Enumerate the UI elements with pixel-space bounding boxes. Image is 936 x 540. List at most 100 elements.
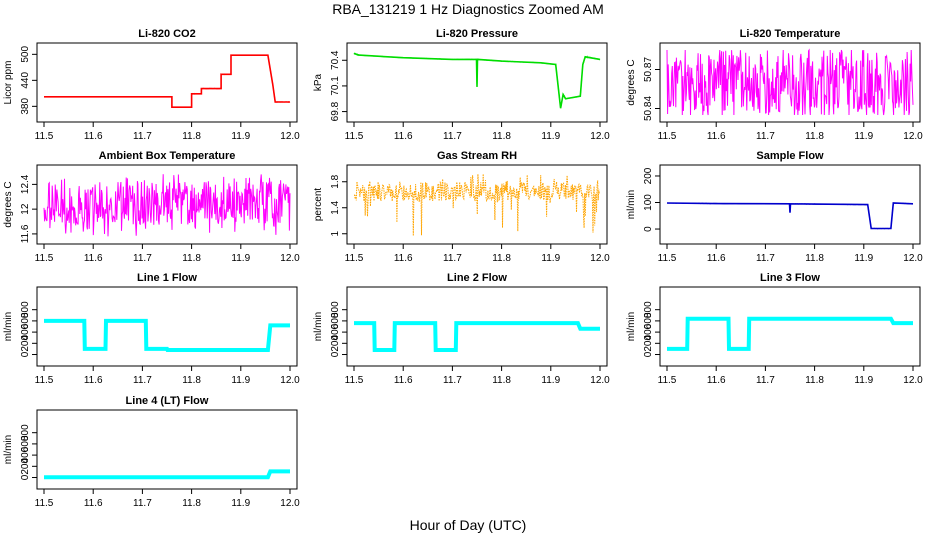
x-tick-label: 11.7 (756, 253, 775, 264)
plot-frame (36, 409, 298, 490)
x-tick-label: 11.5 (658, 131, 677, 142)
x-tick-label: 11.7 (443, 131, 462, 142)
x-tick-label: 11.6 (84, 498, 103, 509)
x-tick-label: 11.8 (805, 131, 824, 142)
x-tick-label: 11.9 (854, 131, 873, 142)
y-axis-label: degrees C (3, 181, 14, 227)
y-tick-label: 1 (330, 231, 341, 237)
y-tick-label: 69.8 (330, 101, 341, 121)
series-line (354, 321, 600, 352)
y-tick-label: 380 (20, 98, 31, 115)
x-tick-label: 11.5 (658, 253, 677, 264)
y-tick-label: 600 (20, 312, 31, 329)
y-tick-label: 0 (643, 351, 654, 357)
chart-title: Li-820 Pressure (436, 28, 518, 40)
series-line (354, 173, 601, 236)
x-tick-label: 12.0 (903, 131, 923, 142)
y-tick-label: 100 (643, 194, 654, 211)
y-tick-label: 800 (20, 424, 31, 441)
x-tick-label: 11.7 (133, 498, 152, 509)
y-axis-label: ml/min (626, 190, 637, 219)
x-tick-label: 12.0 (903, 253, 923, 264)
x-tick-label: 12.0 (590, 253, 610, 264)
x-tick-label: 11.5 (35, 131, 54, 142)
series-noise (666, 202, 914, 230)
x-tick-label: 11.6 (84, 131, 103, 142)
y-axis-label: kPa (313, 73, 324, 91)
x-tick-label: 11.5 (35, 375, 54, 386)
x-tick-label: 11.8 (182, 131, 201, 142)
y-tick-label: 50.84 (643, 96, 654, 121)
x-tick-label: 11.7 (133, 131, 152, 142)
y-tick-label: 800 (330, 301, 341, 318)
x-tick-label: 11.6 (84, 375, 103, 386)
y-axis-label: percent (313, 188, 324, 222)
x-tick-label: 11.5 (658, 375, 677, 386)
x-tick-label: 11.6 (707, 375, 726, 386)
chart-title: Line 3 Flow (760, 272, 820, 284)
chart-panel-2: Li-820 Pressure kPa 11.5 11.6 11.7 11.8 11.9 12… (313, 28, 610, 142)
y-axis-label: ml/min (313, 312, 324, 341)
x-tick-label: 11.7 (443, 375, 462, 386)
x-tick-label: 11.9 (231, 253, 250, 264)
chart-title: Li-820 Temperature (740, 28, 841, 40)
x-tick-label: 11.8 (805, 253, 824, 264)
y-tick-label: 400 (643, 323, 654, 340)
plot-frame (659, 286, 921, 367)
plot-frame (346, 286, 608, 367)
x-tick-label: 12.0 (280, 253, 300, 264)
x-tick-label: 11.5 (35, 498, 54, 509)
chart-title: Line 1 Flow (137, 272, 197, 284)
y-axis-label: ml/min (3, 435, 14, 464)
x-tick-label: 11.7 (133, 253, 152, 264)
x-tick-label: 11.9 (541, 375, 560, 386)
plot-frame (36, 164, 298, 245)
y-tick-label: 1.8 (330, 174, 341, 188)
y-tick-label: 600 (330, 312, 341, 329)
x-tick-label: 12.0 (590, 131, 610, 142)
chart-title: Gas Stream RH (437, 150, 517, 162)
x-tick-label: 12.0 (280, 375, 300, 386)
y-tick-label: 70.4 (330, 50, 341, 70)
y-axis-label: degrees C (626, 59, 637, 105)
chart-panel-1: Li-820 CO2 Licor ppm 11.5 11.6 11.7 11.8 11.9 1… (3, 28, 300, 142)
x-tick-label: 11.9 (231, 375, 250, 386)
y-tick-label: 600 (643, 312, 654, 329)
chart-panel-9: Line 3 Flow ml/min 11.5 11.6 11.7 11.8 11.9 12.… (626, 272, 923, 386)
x-tick-label: 11.8 (805, 375, 824, 386)
chart-panel-8: Line 2 Flow ml/min 11.5 11.6 11.7 11.8 11.9 12.… (313, 272, 610, 386)
x-tick-label: 11.6 (394, 375, 413, 386)
x-tick-label: 12.0 (280, 131, 300, 142)
y-tick-label: 500 (20, 46, 31, 63)
x-tick-label: 11.6 (707, 253, 726, 264)
plot-frame (36, 42, 298, 123)
series-line (666, 48, 914, 116)
y-tick-label: 200 (643, 335, 654, 352)
y-tick-label: 200 (643, 167, 654, 184)
x-tick-label: 11.7 (756, 375, 775, 386)
plot-frame (36, 286, 298, 367)
x-tick-label: 11.5 (35, 253, 54, 264)
x-tick-label: 11.7 (133, 375, 152, 386)
chart-title: Line 2 Flow (447, 272, 507, 284)
chart-title: Ambient Box Temperature (99, 150, 236, 162)
y-tick-label: 0 (330, 351, 341, 357)
x-tick-label: 11.6 (394, 253, 413, 264)
x-tick-label: 11.9 (231, 498, 250, 509)
x-tick-label: 11.7 (443, 253, 462, 264)
y-tick-label: 440 (20, 72, 31, 89)
y-tick-label: 800 (20, 301, 31, 318)
y-axis-label: ml/min (626, 312, 637, 341)
y-tick-label: 200 (330, 335, 341, 352)
plot-frame (346, 164, 608, 245)
x-tick-label: 11.8 (492, 253, 511, 264)
x-tick-label: 12.0 (280, 498, 300, 509)
y-tick-label: 400 (330, 323, 341, 340)
x-tick-label: 11.8 (492, 131, 511, 142)
x-tick-label: 11.9 (541, 253, 560, 264)
y-tick-label: 50.87 (643, 57, 654, 82)
chart-panel-4: Ambient Box Temperature degrees C 11.5 11.6… (3, 150, 300, 264)
series-noise (43, 54, 291, 109)
y-tick-label: 200 (20, 458, 31, 475)
